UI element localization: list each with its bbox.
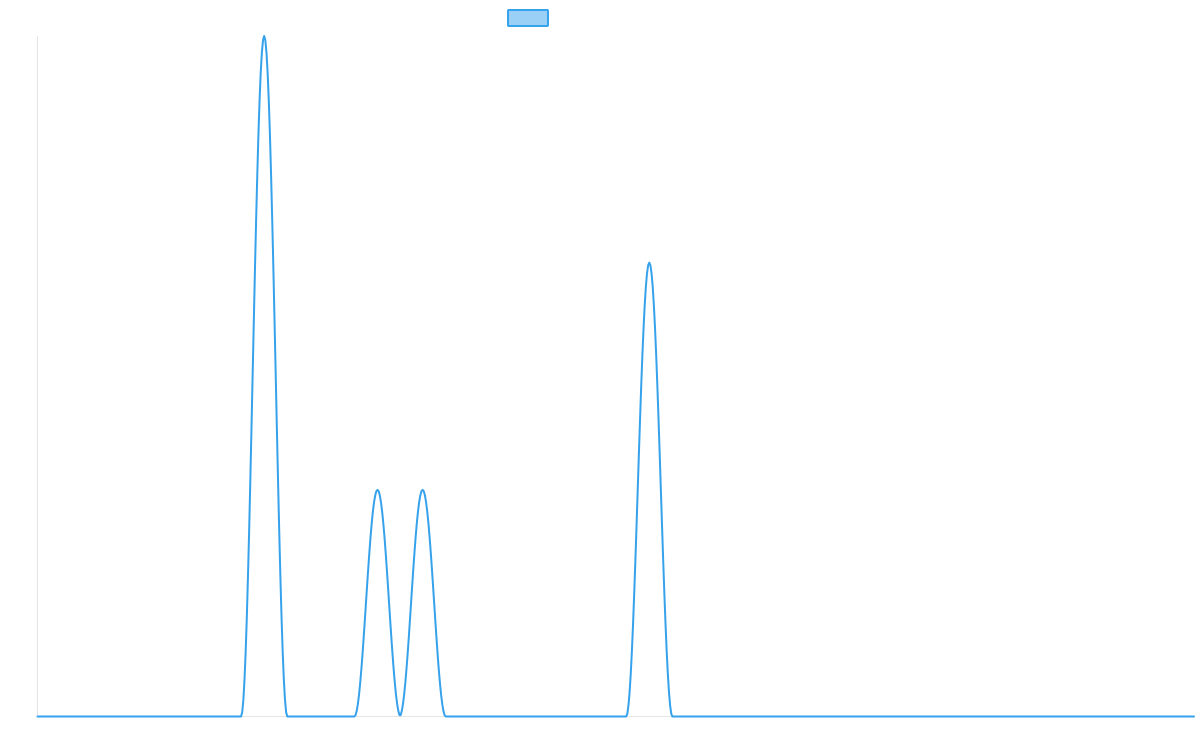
legend-swatch[interactable] bbox=[507, 9, 549, 27]
series-line bbox=[36, 35, 1195, 718]
